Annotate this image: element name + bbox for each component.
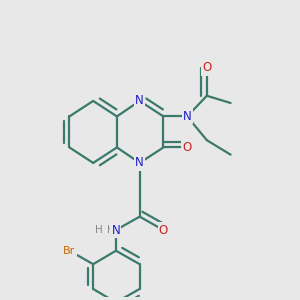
- Text: N: N: [112, 224, 120, 237]
- Text: N: N: [135, 94, 144, 107]
- Text: Br: Br: [63, 246, 76, 256]
- Text: N: N: [183, 110, 192, 123]
- Text: N: N: [135, 156, 144, 170]
- Text: O: O: [159, 224, 168, 237]
- Text: H: H: [106, 225, 114, 235]
- Text: H: H: [95, 225, 103, 235]
- Text: O: O: [202, 61, 212, 74]
- Text: O: O: [183, 141, 192, 154]
